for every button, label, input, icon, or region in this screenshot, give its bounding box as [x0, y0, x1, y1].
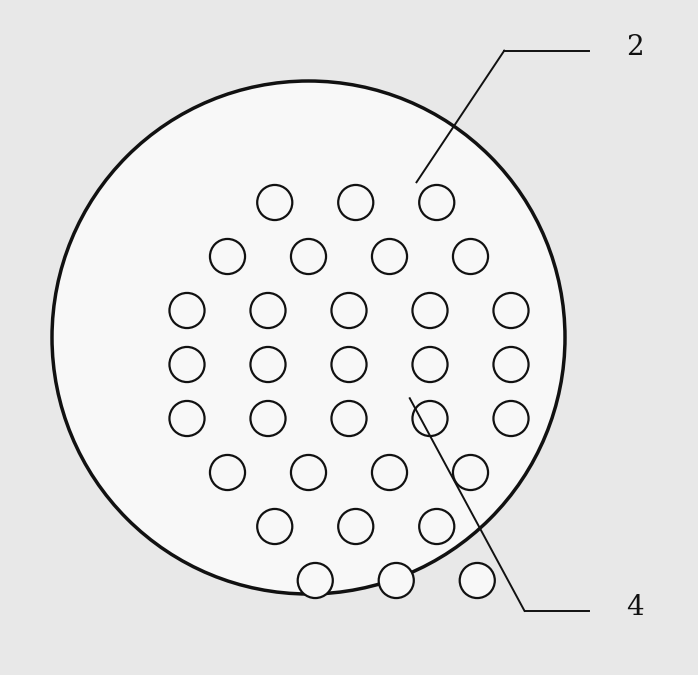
Circle shape	[339, 185, 373, 220]
Circle shape	[291, 455, 326, 490]
Circle shape	[453, 239, 488, 274]
Text: 4: 4	[625, 594, 644, 621]
Circle shape	[251, 347, 285, 382]
Circle shape	[419, 185, 454, 220]
Circle shape	[379, 563, 414, 598]
Circle shape	[413, 293, 447, 328]
Circle shape	[339, 509, 373, 544]
Circle shape	[493, 293, 528, 328]
Circle shape	[257, 509, 292, 544]
Circle shape	[372, 455, 407, 490]
Circle shape	[332, 401, 366, 436]
Circle shape	[493, 347, 528, 382]
Circle shape	[332, 293, 366, 328]
Circle shape	[453, 455, 488, 490]
Circle shape	[493, 401, 528, 436]
Circle shape	[170, 293, 205, 328]
Circle shape	[251, 293, 285, 328]
Circle shape	[332, 347, 366, 382]
Circle shape	[291, 239, 326, 274]
Circle shape	[170, 347, 205, 382]
Circle shape	[257, 185, 292, 220]
Circle shape	[413, 347, 447, 382]
Circle shape	[298, 563, 333, 598]
Circle shape	[372, 239, 407, 274]
Circle shape	[419, 509, 454, 544]
Circle shape	[460, 563, 495, 598]
Circle shape	[413, 401, 447, 436]
Circle shape	[170, 401, 205, 436]
Circle shape	[52, 81, 565, 594]
Text: 2: 2	[625, 34, 644, 61]
Circle shape	[210, 455, 245, 490]
Circle shape	[251, 401, 285, 436]
Circle shape	[210, 239, 245, 274]
